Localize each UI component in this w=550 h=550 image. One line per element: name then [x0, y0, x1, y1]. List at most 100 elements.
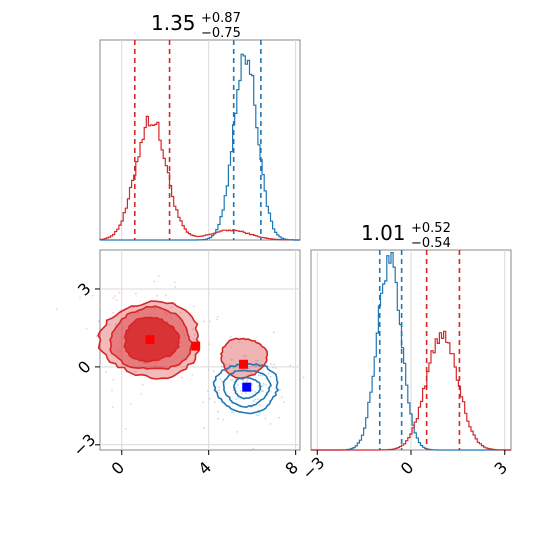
- sample-point: [142, 383, 144, 386]
- y-tick-label: 3: [74, 279, 95, 300]
- histogram-series: [99, 115, 300, 241]
- x-tick-label: 4: [194, 458, 215, 479]
- sample-point: [112, 378, 115, 381]
- sample-point: [134, 371, 137, 373]
- marginal-param2-panel: −3 0 3 1.01 +0.52 −0.54: [298, 221, 512, 483]
- sample-point: [173, 281, 176, 284]
- sample-point: [170, 306, 173, 309]
- sample-point: [240, 389, 242, 392]
- sample-point: [119, 309, 122, 312]
- sample-point: [231, 378, 234, 381]
- sample-point: [248, 367, 250, 370]
- point-marker: [145, 335, 155, 345]
- histogram-series: [311, 330, 511, 451]
- sample-point: [251, 389, 254, 392]
- sample-point: [274, 367, 277, 369]
- sample-point: [262, 390, 264, 393]
- sample-point: [104, 371, 107, 374]
- sample-point: [280, 396, 283, 399]
- sample-point: [254, 364, 257, 367]
- sample-point: [216, 318, 218, 321]
- sample-point: [222, 418, 225, 421]
- sample-point: [258, 412, 261, 414]
- point-marker: [242, 382, 252, 392]
- sample-point: [237, 396, 240, 399]
- sample-point: [208, 320, 211, 323]
- blue-contour: [222, 369, 272, 408]
- sample-point: [135, 292, 137, 295]
- sample-point: [214, 401, 216, 403]
- sample-point: [269, 375, 272, 378]
- sample-point: [256, 359, 259, 362]
- point-marker: [238, 359, 248, 369]
- sample-point: [244, 392, 247, 394]
- histogram-series: [311, 252, 511, 451]
- sample-point: [257, 374, 260, 377]
- sample-point: [95, 335, 98, 338]
- sample-point: [228, 364, 231, 366]
- sample-point: [279, 388, 281, 391]
- sample-point: [182, 330, 185, 332]
- sample-point: [250, 372, 252, 375]
- sample-point: [114, 324, 117, 326]
- sample-point: [261, 385, 264, 387]
- sample-point: [216, 417, 219, 420]
- sample-point: [154, 362, 157, 364]
- point-marker: [191, 341, 201, 351]
- marginal-param1-title-plus: +0.87: [201, 11, 241, 26]
- sample-point: [157, 275, 160, 278]
- sample-point: [142, 362, 145, 364]
- sample-point: [252, 447, 255, 450]
- sample-point: [85, 327, 88, 330]
- x-tick-label: −3: [298, 453, 328, 483]
- sample-point: [229, 379, 232, 381]
- sample-point: [232, 412, 235, 414]
- sample-point: [241, 392, 243, 395]
- marginal-param1-panel: 1.35 +0.87 −0.75: [99, 11, 301, 241]
- sample-point: [170, 316, 173, 319]
- sample-point: [265, 383, 268, 386]
- sample-point: [212, 370, 215, 372]
- sample-point: [203, 320, 206, 323]
- sample-point: [164, 311, 167, 314]
- sample-point: [194, 334, 196, 336]
- sample-point: [224, 363, 227, 366]
- sample-point: [254, 398, 257, 401]
- sample-point: [269, 363, 272, 365]
- sample-point: [218, 386, 221, 389]
- sample-point: [256, 409, 259, 412]
- sample-point: [108, 323, 111, 326]
- sample-point: [243, 355, 245, 357]
- sample-point: [257, 414, 260, 417]
- sample-point: [217, 389, 220, 392]
- sample-point: [236, 430, 239, 433]
- sample-point: [153, 306, 156, 309]
- x-tick-label: 0: [397, 458, 418, 479]
- sample-point: [91, 294, 94, 297]
- y-tick-label: 0: [74, 357, 95, 378]
- sample-point: [230, 358, 233, 361]
- sample-point: [282, 401, 285, 404]
- sample-point: [113, 295, 116, 298]
- sample-point: [237, 384, 239, 386]
- sample-point: [124, 428, 127, 430]
- sample-point: [216, 410, 219, 413]
- sample-point: [246, 378, 249, 381]
- sample-point: [255, 414, 258, 416]
- sample-point: [147, 362, 149, 364]
- sample-point: [122, 336, 125, 339]
- sample-point: [245, 355, 247, 358]
- sample-point: [242, 379, 245, 382]
- sample-point: [179, 312, 182, 314]
- sample-point: [238, 341, 241, 344]
- sample-point: [191, 328, 194, 331]
- sample-point: [269, 422, 272, 425]
- sample-point: [208, 343, 211, 345]
- sample-point: [258, 404, 261, 407]
- sample-point: [289, 364, 292, 367]
- sample-point: [192, 337, 195, 340]
- sample-point: [208, 397, 211, 400]
- sample-point: [183, 334, 186, 337]
